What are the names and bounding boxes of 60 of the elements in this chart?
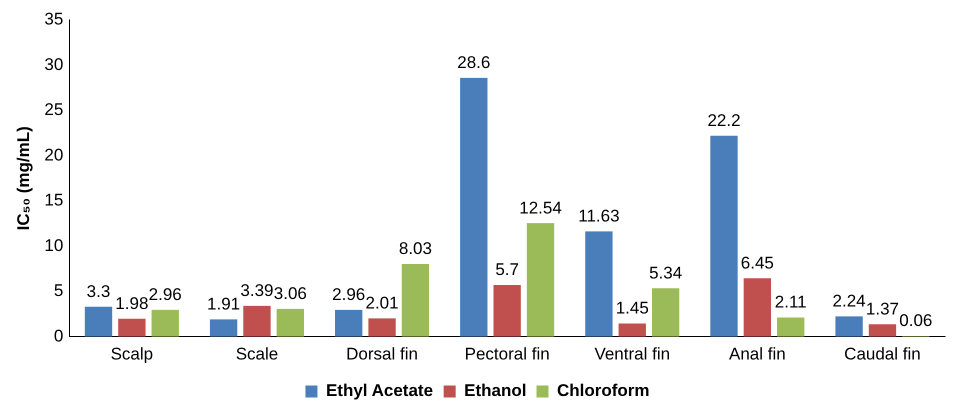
x-tick-label: Scale (236, 344, 278, 364)
bar (210, 319, 238, 337)
data-label: 8.03 (398, 239, 432, 258)
y-tick-label: 25 (44, 100, 64, 120)
y-tick-label: 10 (44, 236, 64, 255)
data-label: 0.06 (899, 311, 932, 330)
bar (84, 306, 112, 337)
legend-label: Ethanol (464, 381, 527, 400)
data-label: 12.54 (519, 198, 562, 218)
data-label: 2.01 (366, 294, 399, 313)
bar (710, 136, 738, 337)
data-label: 2.24 (832, 292, 866, 311)
bar (777, 318, 804, 337)
bar (152, 310, 179, 337)
x-tick-label: Scalp (110, 344, 154, 364)
data-label: 3.39 (240, 281, 274, 300)
bar (744, 278, 772, 337)
y-axis-title: IC₅₀ (mg/mL) (14, 126, 33, 230)
bar (460, 78, 488, 337)
data-label: 2.96 (332, 285, 366, 304)
bar (276, 308, 304, 337)
legend-label: Chloroform (556, 381, 650, 400)
data-label: 6.45 (740, 253, 774, 272)
bar (868, 324, 896, 337)
data-label: 5.7 (495, 260, 519, 280)
bar (335, 310, 362, 337)
legend-label: Ethyl Acetate (326, 381, 434, 400)
data-label: 3.06 (274, 284, 307, 304)
bar (493, 285, 521, 337)
data-label: 3.3 (86, 282, 110, 301)
bar (402, 264, 430, 337)
bar (618, 323, 646, 337)
y-tick-label: 30 (44, 54, 64, 74)
bar (368, 318, 396, 337)
y-tick-label: 5 (54, 281, 64, 300)
bar (835, 316, 863, 337)
data-label: 5.34 (649, 263, 682, 282)
data-label: 11.63 (578, 206, 620, 226)
x-tick-label: Caudal fin (844, 344, 921, 364)
bar (118, 318, 146, 337)
data-label: 2.96 (148, 285, 182, 304)
x-tick-label: Anal fin (729, 344, 786, 364)
data-label: 1.37 (866, 299, 899, 318)
data-label: 1.91 (207, 294, 240, 314)
x-tick-label: Dorsal fin (346, 344, 418, 364)
data-label: 28.6 (457, 53, 490, 72)
bar (526, 223, 554, 337)
bar (585, 231, 613, 337)
bar (652, 288, 680, 337)
x-tick-label: Ventral fin (594, 344, 670, 364)
y-tick-label: 15 (44, 190, 64, 210)
data-label: 1.45 (616, 298, 649, 318)
data-label: 22.2 (707, 110, 741, 130)
y-tick-label: 20 (44, 145, 64, 164)
x-tick-label: Pectoral fin (464, 344, 550, 364)
bar (243, 306, 271, 337)
data-label: 1.98 (115, 294, 148, 313)
y-tick-label: 0 (54, 326, 64, 346)
data-label: 2.11 (774, 292, 807, 312)
y-tick-label: 35 (44, 10, 64, 29)
